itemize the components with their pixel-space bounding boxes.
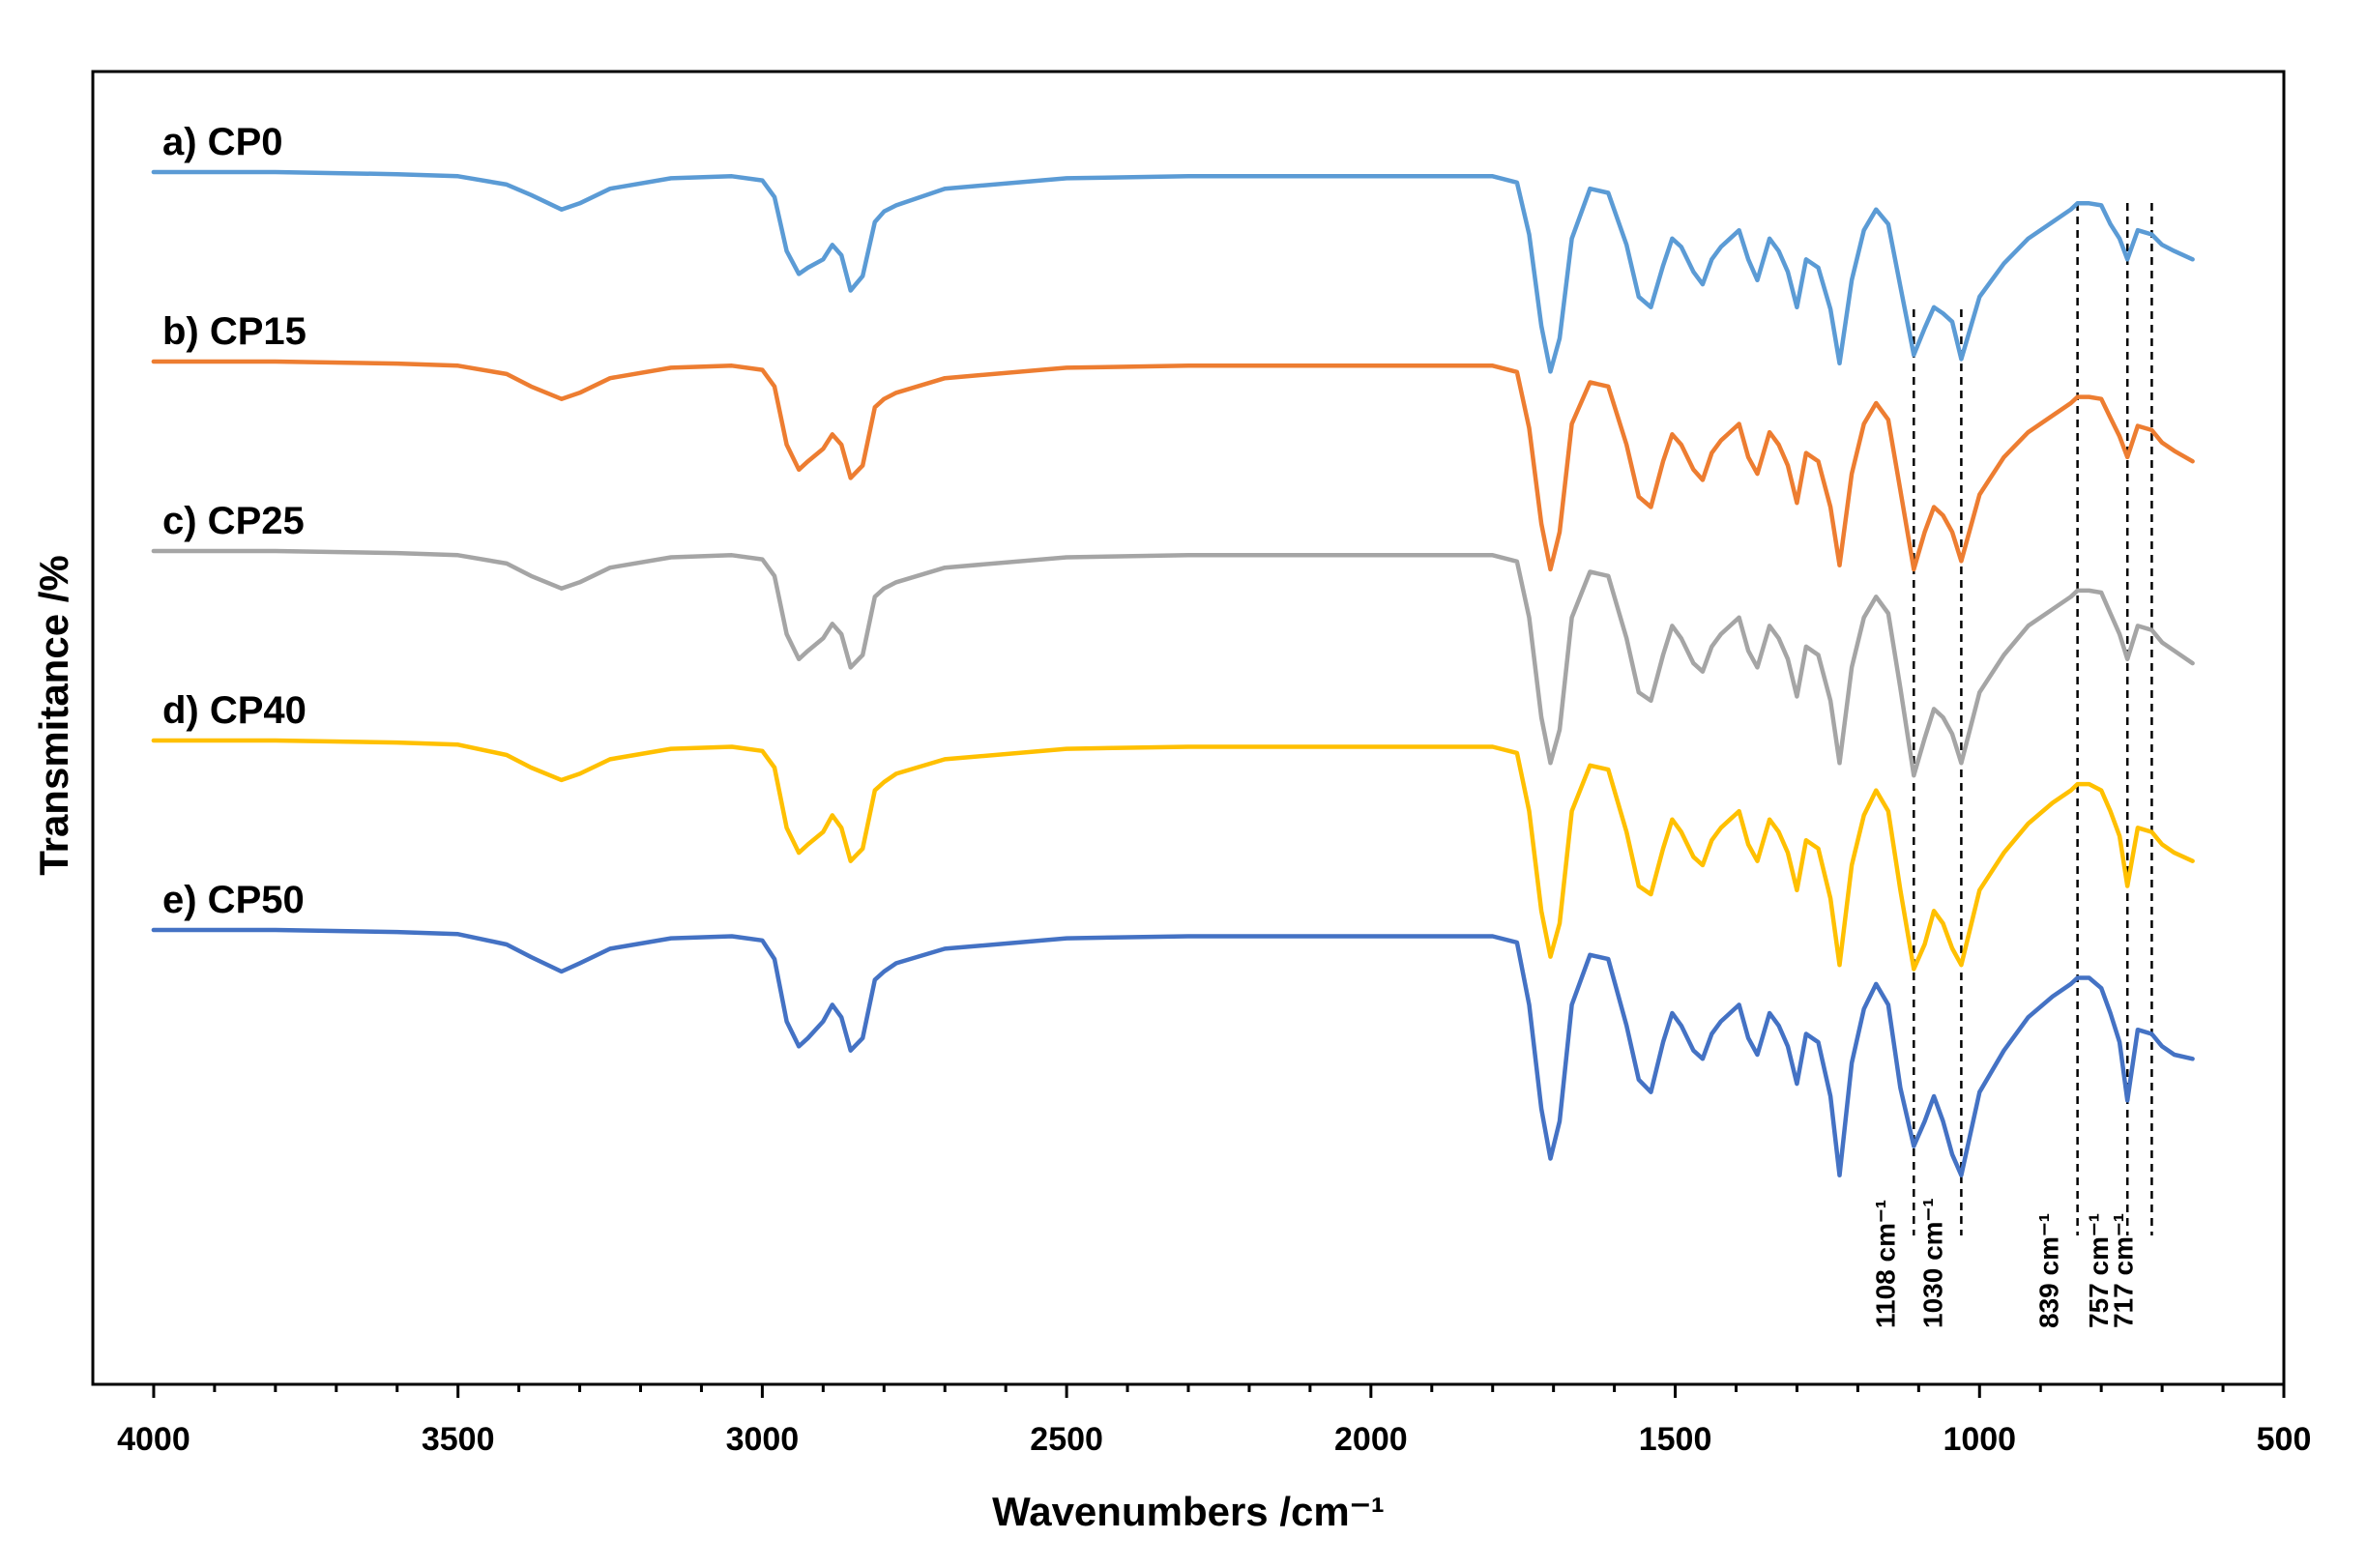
x-tick-label: 1000 [1943,1421,2016,1458]
y-axis-title: Transmitance /% [31,555,76,875]
x-tick-label: 2000 [1334,1421,1408,1458]
spectra-lines [151,169,2195,1177]
peak-marker-label: 1030 cm⁻¹ [1917,1198,1947,1328]
peak-marker-label: 757 cm⁻¹ [2084,1213,2114,1328]
series-labels: a) CP0 b) CP15 c) CP25 d) CP40 e) CP50 [162,121,307,921]
x-tick-label: 1500 [1639,1421,1712,1458]
peak-marker-lines [1913,203,2153,1235]
x-tick-label: 2500 [1030,1421,1103,1458]
series-label-cp15: b) CP15 [162,310,307,353]
series-line-cp25 [151,548,2195,778]
x-axis-title: Wavenumbers /cm⁻¹ [992,1489,1385,1534]
series-label-cp0: a) CP0 [162,121,283,163]
series-line-cp50 [151,927,2195,1177]
plot-frame [91,70,2286,1386]
series-line-cp40 [151,738,2195,972]
x-tick-label: 3500 [422,1421,495,1458]
peak-marker-label: 717 cm⁻¹ [2108,1213,2138,1328]
x-tick-label: 3000 [726,1421,800,1458]
series-label-cp25: c) CP25 [162,500,305,542]
x-axis-ticks: 4000 3500 3000 2500 2000 1500 1000 500 [117,1384,2311,1458]
x-tick-label: 4000 [117,1421,190,1458]
x-tick-label: 500 [2257,1421,2312,1458]
series-line-cp0 [151,169,2195,374]
series-label-cp50: e) CP50 [162,879,305,921]
peak-marker-label: 1108 cm⁻¹ [1870,1200,1900,1328]
series-label-cp40: d) CP40 [162,689,307,732]
series-line-cp15 [151,359,2195,572]
peak-marker-label: 839 cm⁻¹ [2034,1213,2064,1328]
